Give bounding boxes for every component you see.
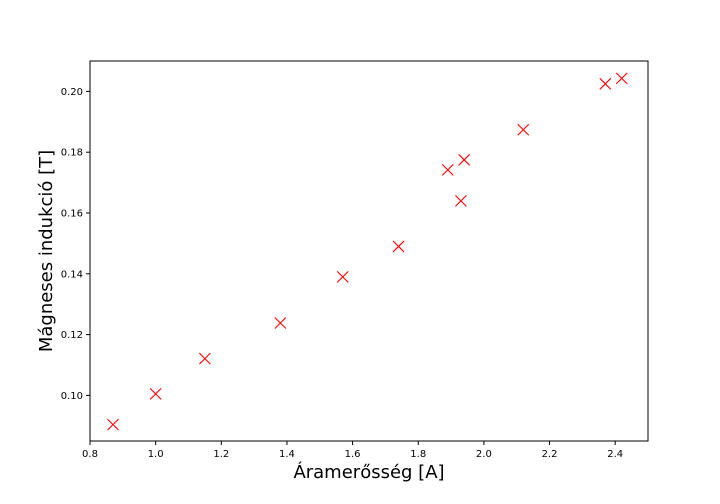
x-tick-label: 2.4 [607,449,623,460]
y-tick-label: 0.20 [61,87,83,98]
x-tick-label: 1.2 [213,449,229,460]
x-tick-label: 1.8 [410,449,426,460]
y-tick-label: 0.14 [61,269,83,280]
x-tick-label: 0.8 [82,449,98,460]
x-tick-label: 1.4 [279,449,295,460]
y-tick-label: 0.10 [61,391,83,402]
x-axis-label: Áramerősség [A] [293,461,444,483]
data-point-marker [458,153,471,166]
x-tick-label: 1.6 [345,449,361,460]
y-tick-label: 0.16 [61,209,83,220]
y-tick-label: 0.12 [61,330,83,341]
data-point-marker [517,123,530,136]
data-point-marker [107,418,119,431]
data-point-marker [336,270,349,283]
data-point-marker [198,352,211,365]
data-point-marker [149,387,162,400]
data-point-marker [441,163,454,176]
x-tick-label: 1.0 [148,449,164,460]
x-tick-label: 2.2 [542,449,558,460]
data-point-marker [599,77,612,90]
y-axis-ticks: 0.10 0.12 0.14 0.16 0.18 0.20 [61,87,90,402]
y-axis-label: Mágneses indukció [T] [36,150,57,352]
x-tick-label: 2.0 [476,449,492,460]
x-axis-ticks: 0.8 1.0 1.2 1.4 1.6 1.8 2.0 2.2 2.4 [82,441,623,460]
data-points [107,72,628,431]
plot-frame [89,60,649,442]
plot-area [90,61,648,441]
data-point-marker [392,240,405,253]
y-tick-label: 0.18 [61,148,83,159]
data-point-marker [615,72,628,85]
data-point-marker [455,194,467,207]
data-point-marker [274,317,287,329]
